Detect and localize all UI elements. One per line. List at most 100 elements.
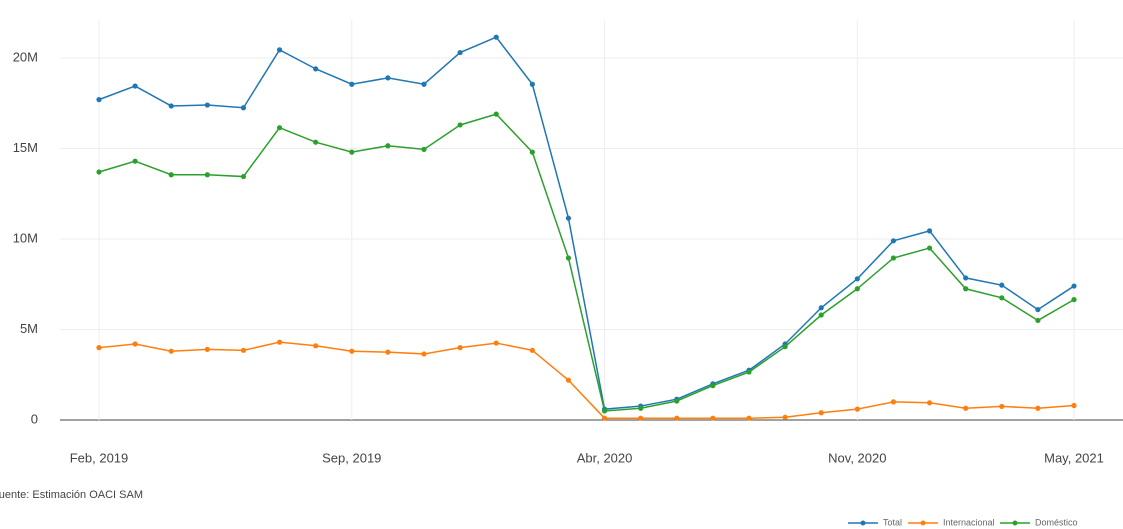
data-point [926, 400, 933, 406]
x-tick-label: Feb, 2019 [70, 450, 129, 465]
data-point [565, 215, 572, 221]
y-tick-label: 15M [13, 140, 38, 155]
data-point [96, 345, 102, 351]
data-point [385, 75, 391, 81]
data-point [1071, 297, 1077, 303]
data-point [890, 238, 897, 244]
data-point [746, 369, 752, 375]
legend-marker [1012, 520, 1018, 526]
data-point [204, 346, 210, 353]
legend-label: Doméstico [1035, 517, 1078, 527]
data-point [818, 305, 824, 311]
series-line [98, 113, 1075, 412]
data-point [638, 415, 644, 421]
data-point [529, 81, 535, 87]
data-point [890, 255, 897, 261]
data-point [1071, 402, 1077, 409]
y-tick-label: 20M [13, 49, 38, 64]
data-point [240, 105, 247, 111]
data-point [349, 348, 355, 354]
data-point [276, 125, 283, 131]
data-point [963, 286, 969, 292]
data-point [529, 149, 535, 155]
series-line [98, 36, 1075, 410]
data-point [421, 146, 427, 153]
data-point [854, 406, 860, 412]
data-point [999, 403, 1005, 410]
data-point [168, 348, 174, 354]
x-tick-label: Nov, 2020 [828, 450, 886, 465]
legend-label: Internacional [943, 517, 995, 527]
data-point [457, 345, 463, 351]
data-point [204, 172, 210, 178]
legend-marker [860, 520, 866, 526]
data-point [421, 351, 427, 357]
data-point [132, 158, 138, 164]
data-point [240, 347, 247, 353]
series-line [98, 341, 1075, 419]
data-point [132, 83, 138, 89]
data-point [313, 139, 319, 145]
y-tick-label: 0 [31, 411, 38, 426]
data-point [601, 415, 608, 421]
data-point [349, 149, 355, 155]
data-point [96, 97, 102, 103]
data-point [204, 102, 210, 108]
x-tick-label: Sep, 2019 [322, 450, 381, 465]
data-point [854, 286, 860, 292]
data-point [674, 398, 680, 404]
data-point [493, 34, 499, 40]
data-point [168, 103, 174, 109]
data-point [890, 399, 897, 405]
legend-marker [920, 520, 926, 526]
data-point [710, 383, 716, 389]
x-tick-label: Abr, 2020 [577, 450, 633, 465]
data-point [926, 228, 933, 234]
data-point [963, 405, 969, 411]
data-point [926, 245, 933, 251]
data-point [963, 275, 969, 281]
data-point [276, 339, 283, 345]
data-point [854, 276, 860, 282]
data-point [782, 414, 788, 420]
data-point [313, 343, 319, 349]
data-point [349, 81, 355, 87]
data-point [168, 172, 174, 178]
data-point [1035, 405, 1041, 411]
data-point [638, 405, 644, 411]
data-point [493, 111, 499, 117]
data-point [565, 255, 572, 261]
data-point [674, 415, 680, 421]
source-note: Fuente: Estimación OACI SAM [0, 489, 143, 501]
data-point [276, 47, 283, 53]
data-point [782, 344, 788, 350]
data-point [457, 122, 463, 128]
y-tick-label: 10M [13, 230, 38, 245]
data-point [385, 349, 391, 355]
data-point [132, 341, 138, 347]
data-point [710, 415, 716, 421]
data-point [601, 408, 608, 414]
data-point [565, 377, 572, 383]
legend-label: Total [883, 517, 902, 527]
data-point [457, 49, 463, 56]
data-point [385, 143, 391, 149]
data-point [818, 410, 824, 416]
data-point [96, 169, 102, 175]
y-tick-label: 5M [20, 321, 38, 336]
data-point [818, 312, 824, 318]
data-point [421, 81, 427, 87]
data-point [493, 340, 499, 346]
data-point [746, 415, 752, 421]
data-point [1035, 317, 1041, 324]
data-point [313, 66, 319, 72]
data-point [1035, 306, 1041, 313]
data-point [529, 347, 535, 353]
x-tick-label: May, 2021 [1044, 450, 1104, 465]
data-point [1071, 283, 1077, 289]
data-point [999, 295, 1005, 301]
data-point [999, 282, 1005, 288]
data-point [240, 173, 247, 180]
